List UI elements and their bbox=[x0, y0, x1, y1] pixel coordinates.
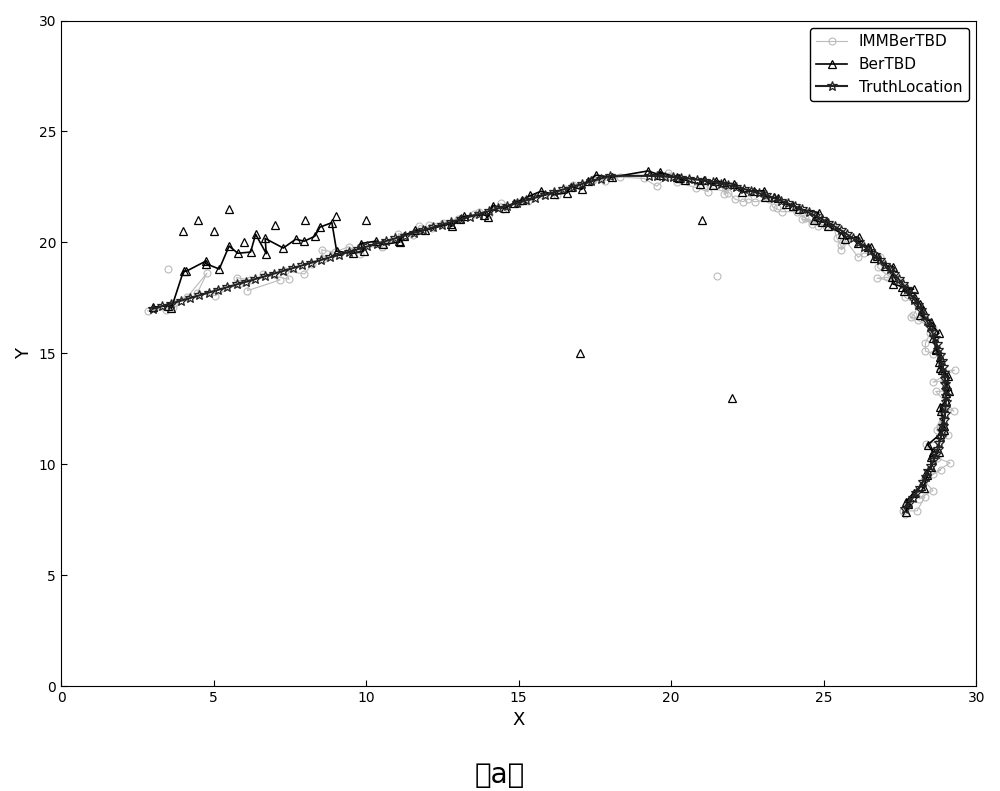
TruthLocation bbox=[473, 209, 485, 218]
TruthLocation bbox=[782, 199, 794, 208]
TruthLocation bbox=[841, 229, 853, 239]
BerTBD bbox=[839, 234, 851, 244]
IMMBerTBD bbox=[776, 207, 788, 217]
TruthLocation bbox=[899, 504, 911, 513]
TruthLocation bbox=[937, 421, 949, 430]
IMMBerTBD bbox=[936, 366, 948, 376]
Line: BerTBD: BerTBD bbox=[149, 167, 953, 516]
IMMBerTBD bbox=[937, 430, 949, 440]
TruthLocation bbox=[604, 171, 616, 180]
IMMBerTBD bbox=[473, 207, 485, 217]
IMMBerTBD bbox=[899, 509, 911, 519]
X-axis label: X: X bbox=[512, 710, 525, 729]
TruthLocation bbox=[147, 305, 159, 314]
BerTBD bbox=[642, 166, 654, 176]
BerTBD bbox=[200, 259, 212, 268]
Line: TruthLocation: TruthLocation bbox=[148, 171, 951, 513]
BerTBD bbox=[780, 200, 792, 210]
BerTBD bbox=[936, 422, 948, 431]
IMMBerTBD bbox=[835, 240, 847, 250]
Y-axis label: Y: Y bbox=[15, 348, 33, 359]
BerTBD bbox=[900, 507, 912, 517]
Text: （a）: （a） bbox=[475, 761, 525, 789]
TruthLocation bbox=[936, 356, 948, 365]
IMMBerTBD bbox=[142, 306, 154, 316]
BerTBD bbox=[478, 210, 490, 220]
BerTBD bbox=[933, 358, 945, 367]
Line: IMMBerTBD: IMMBerTBD bbox=[144, 170, 958, 518]
TruthLocation bbox=[203, 288, 215, 297]
IMMBerTBD bbox=[191, 288, 203, 297]
IMMBerTBD bbox=[662, 168, 674, 178]
BerTBD bbox=[147, 302, 159, 312]
Legend: IMMBerTBD, BerTBD, TruthLocation: IMMBerTBD, BerTBD, TruthLocation bbox=[810, 28, 969, 100]
